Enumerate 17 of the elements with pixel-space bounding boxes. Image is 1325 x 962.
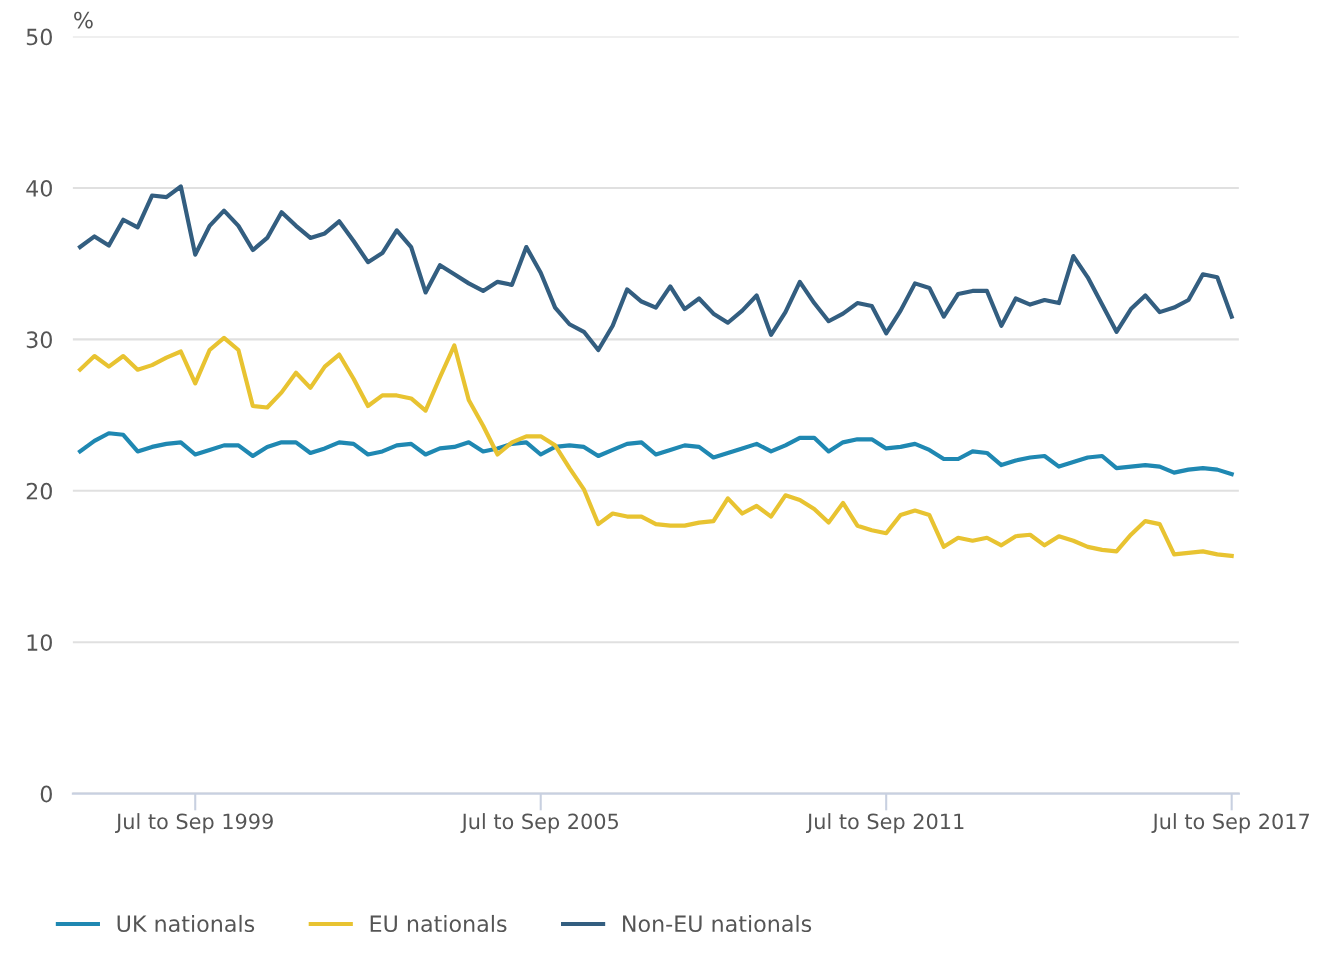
legend-label: UK nationals — [117, 914, 255, 933]
x-tick-label: Jul to Sep 2005 — [460, 813, 618, 834]
legend-label: EU nationals — [370, 914, 507, 933]
y-tick-label: 10 — [27, 634, 52, 651]
legend-label: Non-EU nationals — [623, 914, 812, 933]
y-tick-label: 50 — [26, 28, 52, 46]
y-axis-title: % — [74, 11, 93, 29]
y-tick-label: 30 — [26, 331, 52, 349]
x-tick-label: Jul to Sep 2017 — [1151, 813, 1309, 834]
line-series — [77, 335, 1234, 559]
line-series — [77, 184, 1234, 353]
y-tick-label: 0 — [40, 785, 52, 803]
y-tick-label: 20 — [26, 482, 52, 500]
x-tick-label: Jul to Sep 1999 — [115, 813, 273, 834]
y-tick-label: 40 — [26, 179, 52, 197]
x-tick-label: Jul to Sep 2011 — [806, 813, 964, 834]
line-series — [77, 431, 1234, 477]
